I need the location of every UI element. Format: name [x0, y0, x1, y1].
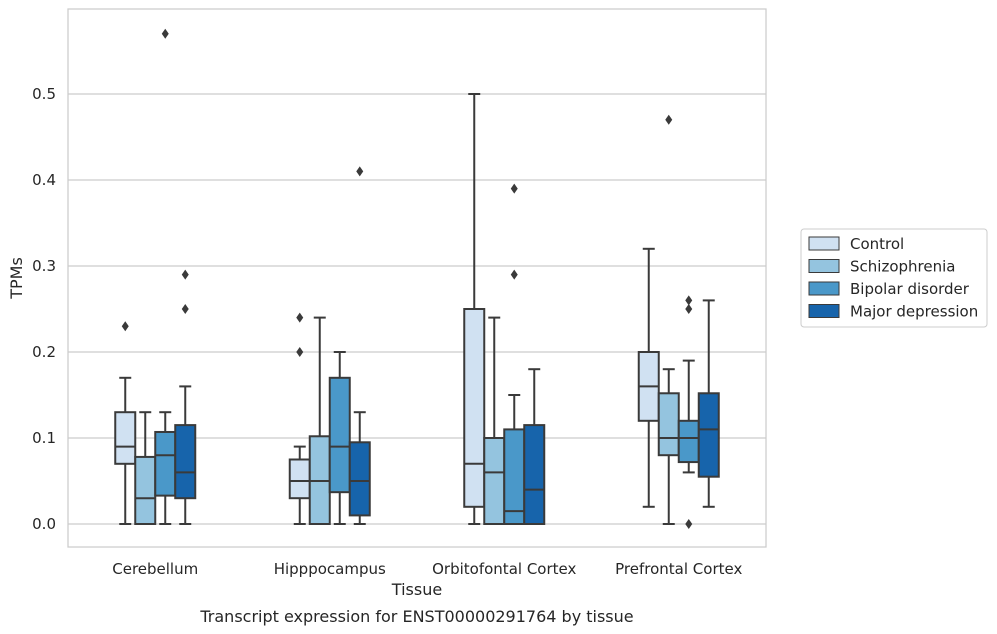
plot-frame — [67, 8, 767, 548]
box-control — [114, 321, 137, 525]
legend-swatch — [808, 281, 840, 296]
box-major-depression — [523, 368, 546, 526]
box-iqr — [134, 455, 157, 526]
box-iqr — [657, 392, 680, 457]
box-iqr — [174, 424, 197, 500]
outlier-point — [296, 347, 304, 357]
legend-swatch — [808, 259, 840, 273]
x-tick-label: Prefrontal Cortex — [615, 560, 742, 578]
y-tick-labels: 0.0 0.1 0.2 0.3 0.4 0.5 — [32, 85, 56, 533]
box-series-group — [114, 28, 720, 529]
y-tick-label: 0.2 — [32, 343, 56, 361]
legend-label: Major depression — [850, 303, 978, 321]
legend-label: Bipolar disorder — [850, 280, 970, 298]
box-iqr — [114, 411, 137, 465]
figure-caption: Transcript expression for ENST0000029176… — [199, 607, 633, 626]
box-major-depression — [174, 269, 197, 525]
outlier-point — [510, 183, 518, 194]
legend-frame — [800, 228, 988, 328]
box-bipolar-disorder — [154, 28, 177, 525]
legend-label: Schizophrenia — [850, 258, 955, 276]
y-tick-label: 0.3 — [32, 257, 56, 275]
box-iqr — [677, 419, 700, 464]
y-tick-label: 0.4 — [32, 171, 56, 189]
y-tick-label: 0.1 — [32, 429, 56, 447]
legend-label: Control — [850, 235, 904, 253]
box-major-depression — [697, 299, 720, 508]
legend-swatch — [808, 236, 840, 251]
box-major-depression — [348, 166, 371, 525]
box-iqr — [503, 428, 526, 525]
box-iqr — [154, 430, 177, 497]
box-control — [288, 312, 311, 525]
y-axis-label: TPMs — [7, 257, 26, 300]
outlier-point — [665, 114, 673, 125]
y-tick-label: 0.5 — [32, 85, 56, 103]
box-iqr — [697, 392, 720, 478]
box-schizophrenia — [483, 316, 506, 525]
x-tick-label: Hipppocampus — [274, 560, 386, 578]
legend-swatch — [808, 304, 840, 318]
box-bipolar-disorder — [503, 183, 526, 525]
box-iqr — [463, 308, 486, 508]
outlier-point — [161, 28, 169, 39]
outlier-point — [121, 321, 129, 332]
box-iqr — [348, 441, 371, 517]
box-bipolar-disorder — [328, 351, 351, 525]
x-tick-label: Orbitofontal Cortex — [432, 560, 576, 578]
box-control — [637, 247, 660, 508]
box-iqr — [328, 376, 351, 494]
box-iqr — [288, 458, 311, 500]
x-tick-labels: Cerebellum Hipppocampus Orbitofontal Corte… — [112, 560, 742, 578]
outlier-point — [356, 166, 364, 177]
legend: Control Schizophrenia Bipolar disorder Majo… — [800, 228, 988, 328]
box-control — [463, 93, 486, 525]
outlier-point — [685, 519, 693, 529]
outlier-point — [181, 304, 189, 314]
outlier-point — [510, 269, 518, 280]
outlier-point — [296, 312, 304, 323]
y-tick-label: 0.0 — [32, 515, 56, 533]
outlier-point — [685, 295, 693, 306]
box-iqr — [523, 424, 546, 526]
x-axis-label: Tissue — [391, 580, 442, 599]
box-iqr — [483, 437, 506, 525]
box-schizophrenia — [134, 411, 157, 526]
outlier-point — [181, 269, 189, 280]
outlier-point — [685, 304, 693, 314]
x-tick-label: Cerebellum — [112, 560, 198, 578]
